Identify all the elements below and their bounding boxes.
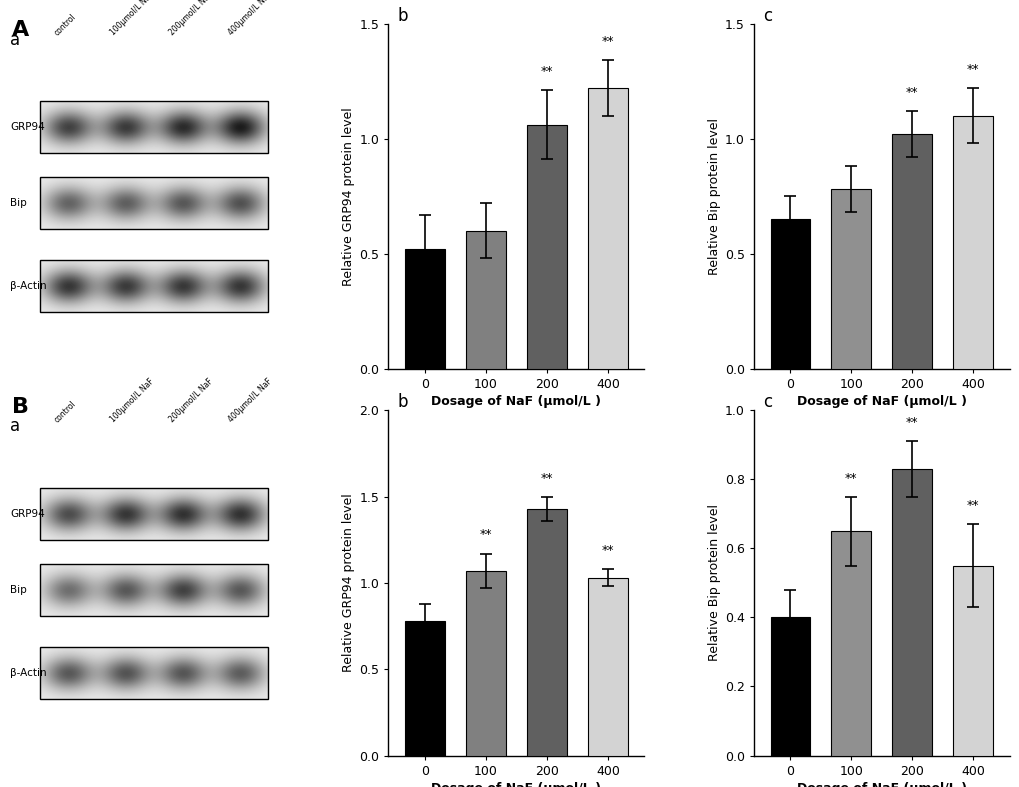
Bar (40, 647, 268, 699)
Bar (466, 231, 505, 369)
Bar (588, 578, 627, 756)
X-axis label: Dosage of NaF (μmol/L ): Dosage of NaF (μmol/L ) (431, 781, 601, 787)
Text: b: b (397, 8, 408, 25)
Text: A: A (12, 20, 30, 39)
Y-axis label: Relative GRP94 protein level: Relative GRP94 protein level (341, 107, 355, 286)
Bar (830, 531, 870, 756)
Text: a: a (10, 31, 20, 49)
Text: control: control (52, 399, 77, 424)
Text: **: ** (540, 471, 552, 485)
Text: c: c (762, 8, 771, 25)
X-axis label: Dosage of NaF (μmol/L ): Dosage of NaF (μmol/L ) (796, 781, 966, 787)
Bar (769, 618, 809, 756)
Text: β-Actin: β-Actin (10, 281, 47, 291)
Bar (40, 177, 268, 229)
Text: 100μmol/L NaF: 100μmol/L NaF (109, 377, 156, 424)
Text: 200μmol/L NaF: 200μmol/L NaF (168, 377, 215, 424)
Text: GRP94: GRP94 (10, 509, 45, 519)
Text: control: control (52, 12, 77, 38)
Bar (953, 566, 993, 756)
Text: 400μmol/L NaF: 400μmol/L NaF (227, 0, 274, 38)
Text: c: c (762, 393, 771, 411)
Bar (40, 102, 268, 153)
Text: **: ** (905, 86, 917, 99)
Text: B: B (12, 397, 30, 417)
Bar (892, 469, 931, 756)
Text: GRP94: GRP94 (10, 122, 45, 132)
Bar (40, 260, 268, 312)
X-axis label: Dosage of NaF (μmol/L ): Dosage of NaF (μmol/L ) (796, 395, 966, 408)
Bar (405, 621, 444, 756)
Text: **: ** (479, 529, 492, 541)
Bar (769, 220, 809, 369)
Text: a: a (10, 417, 20, 435)
Text: **: ** (905, 416, 917, 429)
Y-axis label: Relative Bip protein level: Relative Bip protein level (707, 504, 719, 661)
Text: b: b (397, 393, 408, 411)
Text: 200μmol/L NaF: 200μmol/L NaF (168, 0, 215, 38)
Text: **: ** (601, 35, 613, 48)
Bar (527, 125, 567, 369)
Bar (830, 190, 870, 369)
Text: 400μmol/L NaF: 400μmol/L NaF (227, 377, 274, 424)
Text: β-Actin: β-Actin (10, 667, 47, 678)
X-axis label: Dosage of NaF (μmol/L ): Dosage of NaF (μmol/L ) (431, 395, 601, 408)
Text: Bip: Bip (10, 585, 26, 595)
Bar (892, 134, 931, 369)
Text: **: ** (844, 471, 857, 485)
Y-axis label: Relative GRP94 protein level: Relative GRP94 protein level (341, 493, 355, 672)
Text: **: ** (966, 63, 978, 76)
Text: Bip: Bip (10, 198, 26, 208)
Bar (40, 488, 268, 540)
Bar (953, 116, 993, 369)
Bar (405, 249, 444, 369)
Bar (527, 508, 567, 756)
Text: **: ** (966, 499, 978, 512)
Text: **: ** (540, 65, 552, 78)
Text: 100μmol/L NaF: 100μmol/L NaF (109, 0, 156, 38)
Y-axis label: Relative Bip protein level: Relative Bip protein level (707, 118, 719, 275)
Text: **: ** (601, 544, 613, 557)
Bar (466, 571, 505, 756)
Bar (40, 564, 268, 615)
Bar (588, 88, 627, 369)
